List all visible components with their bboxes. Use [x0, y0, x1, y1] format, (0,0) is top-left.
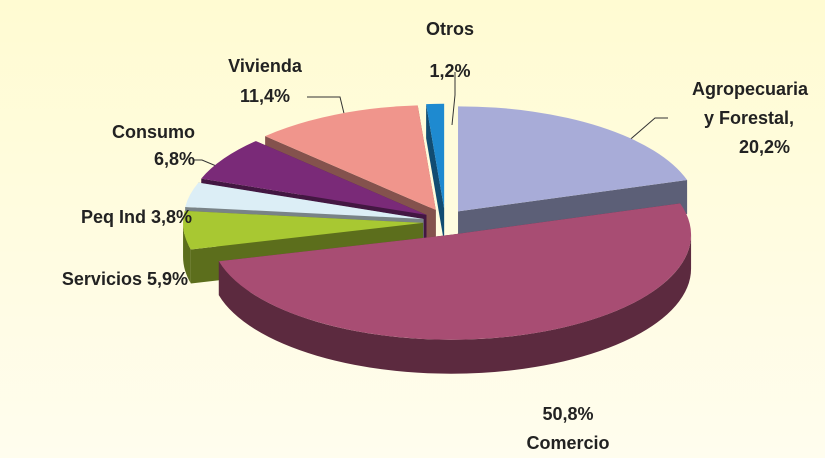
data-label: Otros: [426, 19, 474, 39]
slice-top: [218, 203, 692, 340]
data-label: 50,8%: [542, 404, 593, 424]
data-label: Agropecuaria y Forestal,: [692, 79, 809, 128]
data-label: Comercio: [526, 433, 609, 453]
slice-top: [458, 106, 688, 212]
data-label: Peq Ind 3,8%: [81, 207, 192, 227]
slice-top: [185, 182, 424, 219]
value-label: 6,8%: [154, 149, 195, 169]
data-label: 11,4%: [240, 86, 290, 106]
data-label: Vivienda: [228, 56, 303, 76]
data-label: 6,8%: [154, 149, 195, 169]
value-label: 50,8%: [542, 404, 593, 424]
category-label: Consumo: [112, 122, 195, 142]
data-label: 20,2%: [739, 137, 790, 157]
value-label: 11,4%: [240, 86, 290, 106]
value-label: 5,9%: [147, 269, 188, 289]
slice-top: [201, 141, 427, 215]
value-label: 3,8%: [151, 207, 192, 227]
category-label: Peq Ind: [81, 207, 146, 227]
category-label: Otros: [426, 19, 474, 39]
category-label: Vivienda: [228, 56, 303, 76]
slice-wall: [183, 222, 191, 284]
slice-side: [426, 104, 445, 243]
slice-top: [426, 103, 445, 209]
data-label: Servicios 5,9%: [62, 269, 188, 289]
slice-wall: [218, 234, 692, 374]
value-label: 20,2%: [739, 137, 790, 157]
category-label: Comercio: [526, 433, 609, 453]
value-label: 1,2%: [429, 61, 470, 81]
slice: [218, 203, 692, 374]
slice-top: [265, 105, 436, 211]
slice: [426, 103, 445, 243]
category-label: Agropecuaria y Forestal,: [692, 79, 809, 128]
data-label: Consumo: [112, 122, 195, 142]
data-label: 1,2%: [429, 61, 470, 81]
slice-top: [183, 210, 424, 250]
category-label: Servicios: [62, 269, 142, 289]
